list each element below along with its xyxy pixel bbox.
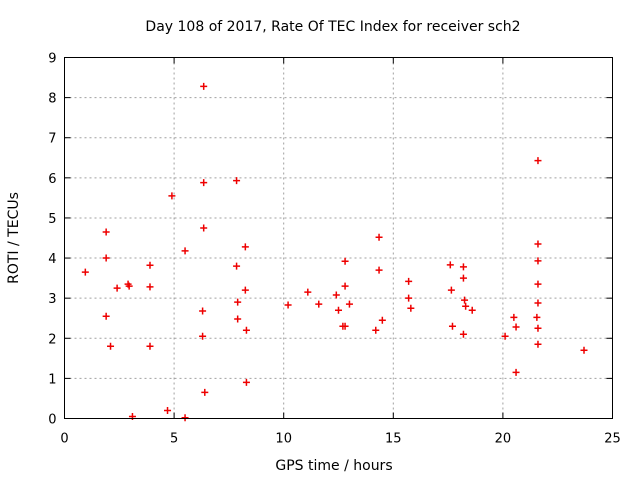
data-point	[375, 266, 383, 274]
data-point	[446, 261, 454, 269]
data-point	[168, 192, 176, 200]
data-point	[459, 263, 467, 271]
data-point	[534, 280, 542, 288]
data-point	[405, 277, 413, 285]
data-point	[341, 257, 349, 265]
data-point	[284, 301, 292, 309]
y-tick-label: 7	[48, 132, 56, 147]
y-tick-label: 4	[48, 252, 56, 267]
data-point	[534, 340, 542, 348]
y-tick-label: 8	[48, 92, 56, 107]
y-axis-label: ROTI / TECUs	[6, 192, 22, 284]
data-point	[512, 323, 520, 331]
x-tick-label: 25	[604, 432, 621, 447]
tick-layer	[64, 57, 613, 419]
data-point	[375, 233, 383, 241]
data-point	[200, 82, 208, 90]
x-tick-label: 15	[385, 432, 402, 447]
grid-layer	[64, 57, 613, 419]
data-point	[345, 300, 353, 308]
data-point	[146, 283, 154, 291]
plot-frame	[64, 57, 613, 419]
data-point	[107, 342, 115, 350]
data-point	[234, 315, 242, 323]
chart-title: Day 108 of 2017, Rate Of TEC Index for r…	[145, 19, 520, 35]
data-point	[448, 322, 456, 330]
data-point	[533, 313, 541, 321]
data-point	[146, 261, 154, 269]
data-point	[242, 378, 250, 386]
data-point	[339, 322, 347, 330]
data-point	[304, 288, 312, 296]
y-tick-labels: 0 1 2 3 4 5 6 7 8 9	[48, 52, 56, 428]
data-point	[332, 291, 340, 299]
data-point	[534, 257, 542, 265]
data-point	[201, 388, 209, 396]
y-tick-label: 3	[48, 292, 56, 307]
y-tick-label: 1	[48, 372, 56, 387]
y-tick-label: 6	[48, 172, 56, 187]
data-point	[125, 282, 133, 290]
data-point	[534, 240, 542, 248]
data-point	[459, 274, 467, 282]
data-point	[534, 324, 542, 332]
data-point	[372, 326, 380, 334]
x-tick-label: 10	[275, 432, 292, 447]
data-point	[447, 286, 455, 294]
x-tick-label: 0	[60, 432, 68, 447]
data-point	[315, 300, 323, 308]
data-point	[335, 306, 342, 314]
data-point	[459, 330, 467, 338]
data-point	[510, 313, 518, 321]
data-point	[241, 243, 249, 251]
data-point	[102, 254, 110, 262]
data-point	[468, 306, 476, 314]
data-point	[512, 368, 520, 376]
data-point	[199, 332, 207, 340]
data-point	[461, 296, 469, 304]
x-tick-label: 5	[170, 432, 178, 447]
x-axis-label: GPS time / hours	[275, 458, 392, 474]
data-point	[146, 342, 154, 350]
data-point	[462, 302, 470, 310]
y-tick-label: 5	[48, 212, 56, 227]
data-points	[81, 82, 588, 422]
x-tick-label: 20	[495, 432, 512, 447]
data-point	[200, 224, 208, 232]
x-tick-labels: 0 5 10 15 20 25	[60, 432, 620, 447]
data-point	[181, 414, 189, 422]
data-point	[113, 284, 121, 292]
data-point	[534, 299, 542, 307]
data-point	[164, 406, 172, 414]
data-point	[200, 179, 208, 187]
data-point	[233, 262, 241, 270]
data-point	[102, 228, 110, 236]
data-point	[501, 332, 509, 340]
data-point	[199, 307, 207, 315]
data-point	[580, 346, 588, 354]
data-point	[534, 157, 542, 165]
data-point	[378, 316, 386, 324]
data-point	[81, 268, 89, 276]
data-point	[341, 282, 349, 290]
data-point	[102, 312, 110, 320]
data-point	[181, 247, 189, 255]
data-point	[234, 298, 242, 306]
data-point	[241, 286, 249, 294]
data-point	[405, 294, 413, 302]
data-point	[407, 304, 415, 312]
y-tick-label: 9	[48, 52, 56, 67]
y-tick-label: 0	[48, 413, 56, 428]
data-point	[233, 177, 241, 185]
data-point	[242, 326, 250, 334]
y-tick-label: 2	[48, 332, 56, 347]
